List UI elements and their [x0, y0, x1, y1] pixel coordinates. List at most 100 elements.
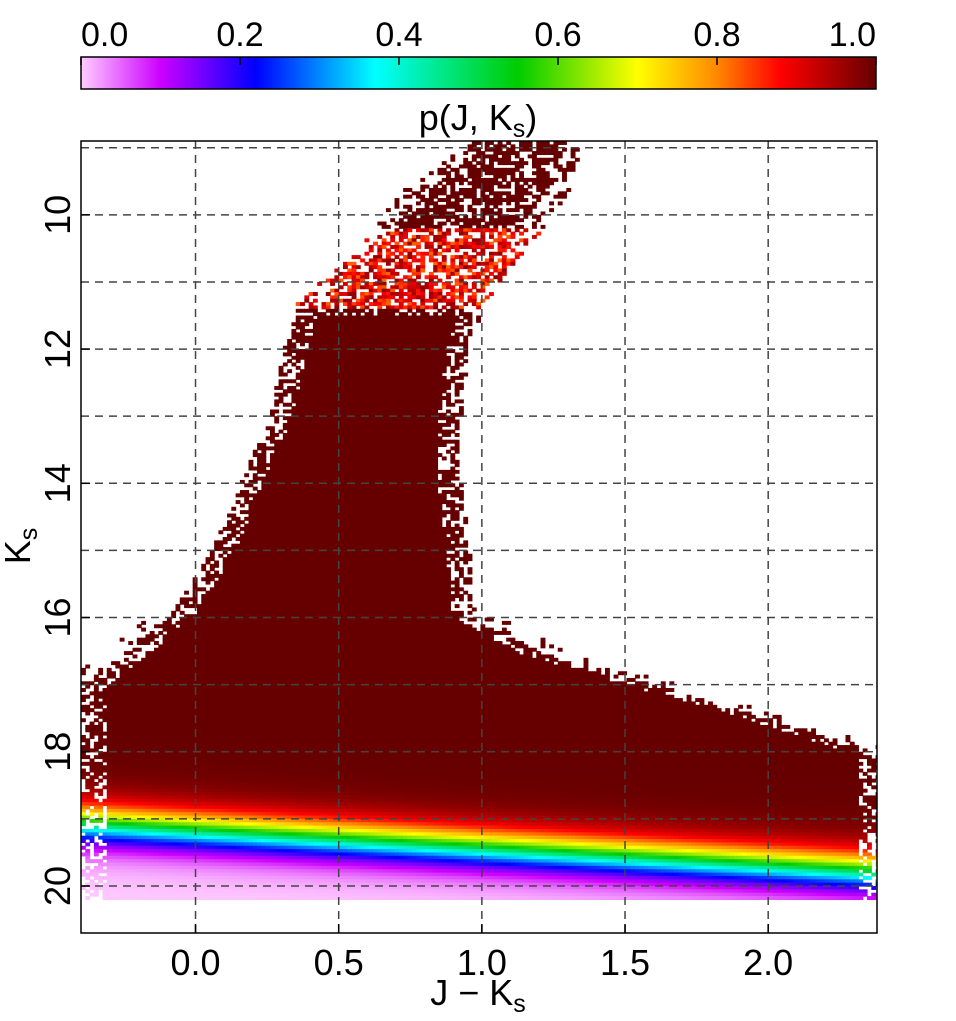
heatmap-cell: [433, 295, 439, 300]
heatmap-cell: [334, 540, 340, 545]
heatmap-cell: [420, 352, 426, 357]
heatmap-cell: [347, 275, 353, 280]
heatmap-cell: [497, 167, 503, 172]
heatmap-cell: [282, 446, 288, 451]
heatmap-cell: [381, 382, 387, 387]
heatmap-cell: [304, 560, 310, 565]
heatmap-cell: [347, 587, 353, 592]
heatmap-cell: [385, 288, 391, 293]
heatmap-cell: [265, 547, 271, 552]
heatmap-cell: [214, 543, 220, 548]
heatmap-cell: [287, 389, 293, 394]
heatmap-cell: [261, 540, 267, 545]
heatmap-cell: [428, 412, 434, 417]
heatmap-cell: [377, 322, 383, 327]
heatmap-cell: [390, 426, 396, 431]
heatmap-cell: [536, 147, 542, 152]
heatmap-cell: [441, 416, 447, 421]
heatmap-cell: [351, 379, 357, 384]
heatmap-cell: [334, 432, 340, 437]
heatmap-cell: [308, 399, 314, 404]
heatmap-cell: [368, 406, 374, 411]
heatmap-cell: [312, 567, 318, 572]
heatmap-cell: [317, 365, 323, 370]
heatmap-cell: [441, 483, 447, 488]
heatmap-cell: [454, 385, 460, 390]
heatmap-cell: [278, 463, 284, 468]
heatmap-cell: [441, 231, 447, 236]
heatmap-cell: [381, 496, 387, 501]
heatmap-cell: [514, 224, 520, 229]
heatmap-cell: [514, 177, 520, 182]
heatmap-cell: [347, 573, 353, 578]
heatmap-cell: [390, 453, 396, 458]
heatmap-cell: [304, 295, 310, 300]
heatmap-cell: [441, 187, 447, 192]
heatmap-cell: [261, 553, 267, 558]
heatmap-cell: [403, 396, 409, 401]
heatmap-cell: [403, 473, 409, 478]
heatmap-cell: [312, 365, 318, 370]
heatmap-cell: [342, 446, 348, 451]
heatmap-cell: [385, 459, 391, 464]
heatmap-cell: [390, 369, 396, 374]
heatmap-cell: [351, 275, 357, 280]
heatmap-cell: [338, 526, 344, 531]
heatmap-cell: [433, 281, 439, 286]
heatmap-cell: [304, 365, 310, 370]
heatmap-cell: [407, 349, 413, 354]
heatmap-cell: [373, 412, 378, 417]
heatmap-cell: [420, 432, 426, 437]
heatmap-cell: [424, 459, 430, 464]
heatmap-cell: [433, 349, 439, 354]
heatmap-cell: [360, 476, 366, 481]
heatmap-cell: [364, 295, 370, 300]
heatmap-cell: [446, 583, 451, 588]
heatmap-cell: [304, 382, 310, 387]
heatmap-cell: [351, 570, 357, 575]
heatmap-cell: [360, 590, 366, 595]
heatmap-cell: [433, 476, 439, 481]
heatmap-cell: [321, 382, 327, 387]
heatmap-cell: [536, 218, 542, 223]
heatmap-cell: [201, 567, 207, 572]
heatmap-cell: [274, 563, 280, 568]
heatmap-cell: [351, 526, 357, 531]
heatmap-cell: [420, 345, 426, 350]
heatmap-cell: [334, 302, 340, 307]
heatmap-cell: [304, 426, 310, 431]
heatmap-cell: [317, 553, 323, 558]
heatmap-cell: [252, 510, 258, 515]
heatmap-cell: [295, 503, 301, 508]
heatmap-cell: [334, 379, 340, 384]
heatmap-cell: [441, 315, 447, 320]
heatmap-cell: [411, 191, 417, 196]
heatmap-cell: [360, 557, 366, 562]
heatmap-cell: [420, 228, 426, 233]
heatmap-cell: [368, 439, 374, 444]
heatmap-cell: [510, 218, 516, 223]
heatmap-cell: [493, 157, 499, 162]
heatmap-cell: [325, 292, 331, 296]
heatmap-cell: [321, 453, 327, 458]
heatmap-cell: [334, 332, 340, 337]
heatmap-cell: [381, 439, 387, 444]
heatmap-cell: [317, 385, 323, 390]
heatmap-cell: [355, 382, 361, 387]
heatmap-cell: [497, 141, 503, 145]
heatmap-cell: [407, 352, 413, 357]
heatmap-cell: [398, 224, 404, 229]
heatmap-cell: [437, 288, 443, 293]
heatmap-cell: [278, 453, 284, 458]
heatmap-cell: [403, 345, 409, 350]
heatmap-cell: [407, 302, 413, 307]
heatmap-cell: [222, 550, 228, 555]
heatmap-cell: [342, 349, 348, 354]
heatmap-cell: [244, 537, 250, 541]
heatmap-cell: [403, 328, 409, 333]
heatmap-cell: [385, 533, 391, 538]
heatmap-cell: [291, 473, 297, 478]
heatmap-cell: [347, 590, 353, 595]
heatmap-cell: [480, 245, 486, 249]
heatmap-cell: [450, 493, 456, 498]
